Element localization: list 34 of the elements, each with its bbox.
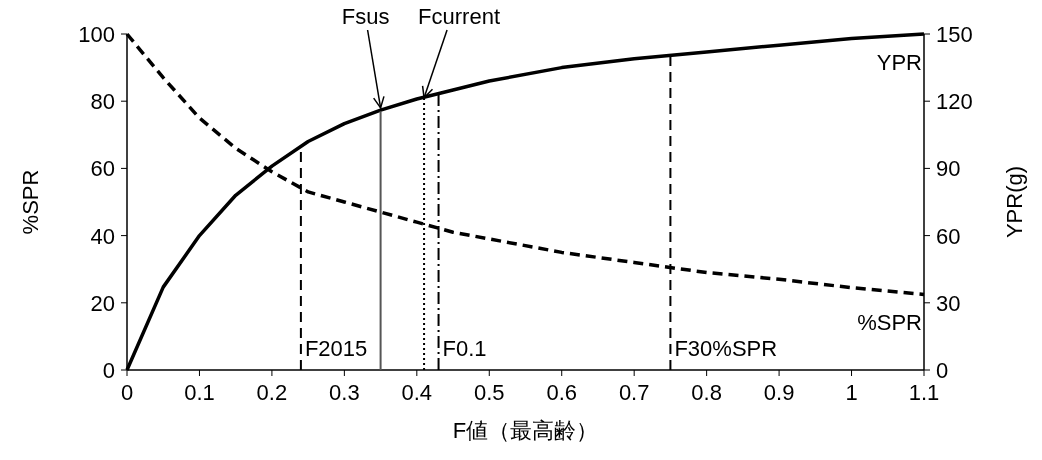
x-tick-label: 0.9 <box>763 380 795 405</box>
y-tick-label: 80 <box>90 89 115 115</box>
x-tick-label: 0.8 <box>691 380 722 405</box>
x-axis-title: F値（最高齢） <box>452 418 599 443</box>
x-tick-label: 0 <box>120 380 134 405</box>
x-tick-label: 1.1 <box>908 380 940 405</box>
y-tick-label: 0 <box>102 358 115 383</box>
series-label: YPR <box>876 50 922 75</box>
annotation: Fsus <box>341 4 390 29</box>
y-tick-label: 40 <box>90 223 115 249</box>
x-tick-label: 1 <box>845 380 858 405</box>
series-label: F2015 <box>304 336 368 361</box>
x-tick-label: 0.4 <box>401 380 433 405</box>
y2-tick-label: 60 <box>936 223 961 249</box>
y2-tick-label: 30 <box>936 290 961 316</box>
y2-axis-title: YPR(g) <box>1002 165 1027 239</box>
y-tick-label: 100 <box>78 22 115 47</box>
x-tick-label: 0.5 <box>473 380 505 405</box>
x-tick-label: 0.6 <box>546 380 578 405</box>
x-tick-label: 0.2 <box>256 380 288 405</box>
x-tick-label: 0.1 <box>184 380 215 405</box>
series-label: %SPR <box>857 310 922 336</box>
y2-tick-label: 0 <box>936 358 949 383</box>
y2-tick-label: 120 <box>936 89 973 115</box>
y-axis-title: %SPR <box>18 169 43 235</box>
x-tick-label: 0.3 <box>329 380 360 405</box>
y2-tick-label: 150 <box>936 22 973 47</box>
series-label: F0.1 <box>442 336 487 361</box>
x-tick-label: 0.7 <box>618 380 650 405</box>
annotation: Fcurrent <box>418 4 501 29</box>
y2-tick-label: 90 <box>936 156 961 182</box>
series-label: F30%SPR <box>674 336 778 361</box>
y-tick-label: 60 <box>90 156 115 182</box>
y-tick-label: 20 <box>90 290 115 316</box>
